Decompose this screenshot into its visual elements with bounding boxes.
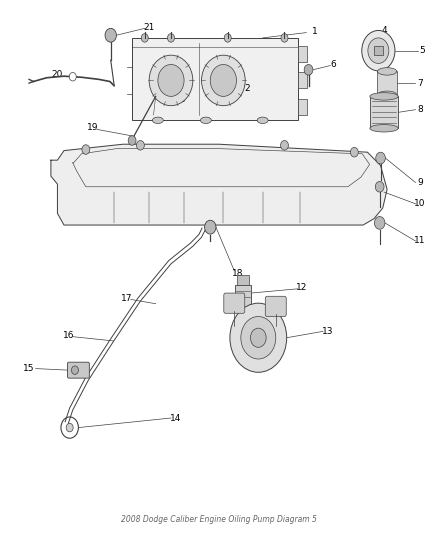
Ellipse shape <box>201 55 245 106</box>
Circle shape <box>205 220 216 234</box>
Text: 1: 1 <box>312 27 318 36</box>
Circle shape <box>141 34 148 42</box>
Ellipse shape <box>370 125 398 132</box>
Text: 19: 19 <box>87 123 98 132</box>
Text: 6: 6 <box>331 60 336 69</box>
Text: 18: 18 <box>232 269 243 278</box>
Circle shape <box>362 30 395 71</box>
Circle shape <box>66 423 73 432</box>
Text: 7: 7 <box>417 78 423 87</box>
Circle shape <box>167 34 174 42</box>
Ellipse shape <box>149 55 193 106</box>
Circle shape <box>376 152 385 164</box>
Ellipse shape <box>370 93 398 100</box>
Bar <box>132 38 297 120</box>
Text: 8: 8 <box>417 105 423 114</box>
Circle shape <box>241 317 276 359</box>
Text: 21: 21 <box>144 23 155 32</box>
FancyBboxPatch shape <box>265 296 286 317</box>
Bar <box>374 46 383 55</box>
Circle shape <box>375 181 384 192</box>
Circle shape <box>69 72 76 81</box>
Circle shape <box>230 303 287 372</box>
Circle shape <box>105 28 117 42</box>
Circle shape <box>158 64 184 96</box>
Circle shape <box>71 366 78 374</box>
Text: 5: 5 <box>419 46 425 55</box>
Circle shape <box>251 328 266 348</box>
Circle shape <box>224 34 231 42</box>
Circle shape <box>82 145 90 155</box>
Bar <box>297 72 307 88</box>
Text: 4: 4 <box>381 27 387 36</box>
Circle shape <box>281 34 288 42</box>
Bar <box>237 275 249 285</box>
Circle shape <box>374 216 385 229</box>
Text: 11: 11 <box>414 237 426 246</box>
Ellipse shape <box>378 91 397 99</box>
Circle shape <box>128 136 136 146</box>
Text: 10: 10 <box>414 199 426 208</box>
Text: 3: 3 <box>179 94 185 103</box>
Text: 16: 16 <box>63 331 74 340</box>
Ellipse shape <box>378 68 397 75</box>
Text: 15: 15 <box>23 364 35 373</box>
Bar <box>235 285 251 310</box>
Circle shape <box>304 64 313 75</box>
Text: 2: 2 <box>244 84 250 93</box>
Text: 13: 13 <box>321 327 333 336</box>
Text: 12: 12 <box>296 283 307 292</box>
FancyBboxPatch shape <box>224 293 245 313</box>
Text: 20: 20 <box>52 70 63 78</box>
Circle shape <box>137 141 145 150</box>
Ellipse shape <box>152 117 163 124</box>
Ellipse shape <box>257 117 268 124</box>
Text: 17: 17 <box>121 294 132 303</box>
Text: 2008 Dodge Caliber Engine Oiling Pump Diagram 5: 2008 Dodge Caliber Engine Oiling Pump Di… <box>121 515 317 524</box>
Bar <box>370 96 398 128</box>
FancyBboxPatch shape <box>67 362 89 378</box>
Text: 9: 9 <box>417 178 423 187</box>
Bar <box>378 71 397 95</box>
Text: 14: 14 <box>170 414 181 423</box>
Circle shape <box>281 141 288 150</box>
Circle shape <box>350 148 358 157</box>
Circle shape <box>210 64 237 96</box>
Bar <box>297 99 307 115</box>
Bar <box>297 46 307 62</box>
Ellipse shape <box>201 117 212 124</box>
Circle shape <box>368 38 389 63</box>
Polygon shape <box>51 144 387 225</box>
